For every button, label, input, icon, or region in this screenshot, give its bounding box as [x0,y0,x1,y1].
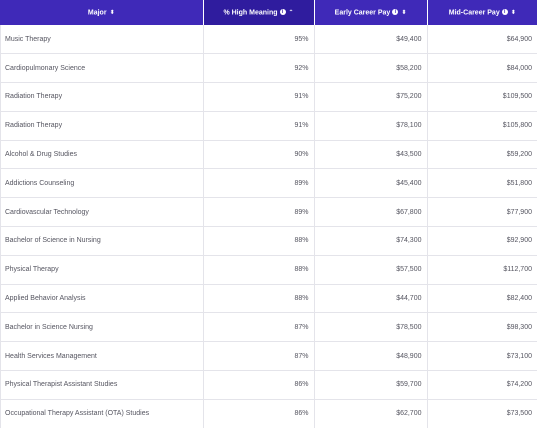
cell-mid-career-pay: $74,200 [427,370,537,400]
cell-mid-career-pay: $64,900 [427,25,537,55]
table-row: Cardiopulmonary Science 92% $58,200 $84,… [0,53,537,84]
cell-major: Music Therapy [0,25,204,55]
cell-high-meaning: 87% [203,312,315,343]
cell-major: Physical Therapist Assistant Studies [0,370,204,400]
column-header-early-career-pay[interactable]: Early Career Pay i ⬍ [314,0,428,25]
table-row: Physical Therapist Assistant Studies 86%… [0,370,537,400]
table-row: Bachelor of Science in Nursing 88% $74,3… [0,226,537,256]
cell-high-meaning: 86% [203,399,315,428]
cell-mid-career-pay: $98,300 [427,312,537,343]
sort-both-icon[interactable]: ⬍ [510,9,516,16]
table-row: Physical Therapy 88% $57,500 $112,700 [0,255,537,285]
cell-early-career-pay: $58,200 [314,53,428,84]
cell-mid-career-pay: $82,400 [427,284,537,314]
column-header-high-meaning-label: % High Meaning [223,9,278,17]
cell-major: Occupational Therapy Assistant (OTA) Stu… [0,399,204,428]
cell-high-meaning: 87% [203,341,315,372]
cell-major: Physical Therapy [0,255,204,285]
cell-early-career-pay: $49,400 [314,25,428,55]
cell-mid-career-pay: $73,100 [427,341,537,372]
table-row: Alcohol & Drug Studies 90% $43,500 $59,2… [0,140,537,170]
cell-early-career-pay: $43,500 [314,140,428,170]
column-header-major[interactable]: Major ⬍ [0,0,204,25]
cell-mid-career-pay: $112,700 [427,255,537,285]
cell-major: Addictions Counseling [0,168,204,199]
cell-major: Cardiovascular Technology [0,197,204,228]
cell-mid-career-pay: $84,000 [427,53,537,84]
cell-early-career-pay: $74,300 [314,226,428,256]
cell-early-career-pay: $59,700 [314,370,428,400]
sort-both-icon[interactable]: ⬍ [401,9,407,16]
sort-both-icon[interactable]: ⬍ [109,9,115,16]
info-icon[interactable]: i [392,9,399,16]
cell-early-career-pay: $45,400 [314,168,428,199]
column-header-high-meaning[interactable]: % High Meaning i ⌃ [203,0,315,25]
cell-high-meaning: 91% [203,82,315,112]
cell-high-meaning: 88% [203,226,315,256]
cell-high-meaning: 91% [203,111,315,141]
cell-high-meaning: 90% [203,140,315,170]
cell-major: Radiation Therapy [0,82,204,112]
cell-major: Bachelor in Science Nursing [0,312,204,343]
cell-mid-career-pay: $109,500 [427,82,537,112]
cell-high-meaning: 95% [203,25,315,55]
cell-high-meaning: 88% [203,284,315,314]
cell-mid-career-pay: $51,800 [427,168,537,199]
table-row: Bachelor in Science Nursing 87% $78,500 … [0,312,537,343]
table-row: Health Services Management 87% $48,900 $… [0,341,537,372]
cell-major: Radiation Therapy [0,111,204,141]
cell-major: Cardiopulmonary Science [0,53,204,84]
table-row: Radiation Therapy 91% $78,100 $105,800 [0,111,537,141]
info-icon[interactable]: i [279,9,286,16]
column-header-mid-career-pay-label: Mid-Career Pay [448,9,500,17]
cell-high-meaning: 86% [203,370,315,400]
cell-early-career-pay: $48,900 [314,341,428,372]
cell-early-career-pay: $44,700 [314,284,428,314]
column-header-mid-career-pay[interactable]: Mid-Career Pay i ⬍ [427,0,537,25]
cell-mid-career-pay: $105,800 [427,111,537,141]
table-row: Music Therapy 95% $49,400 $64,900 [0,25,537,55]
cell-major: Bachelor of Science in Nursing [0,226,204,256]
cell-early-career-pay: $75,200 [314,82,428,112]
cell-mid-career-pay: $59,200 [427,140,537,170]
table-row: Occupational Therapy Assistant (OTA) Stu… [0,399,537,428]
cell-early-career-pay: $62,700 [314,399,428,428]
table-row: Addictions Counseling 89% $45,400 $51,80… [0,168,537,199]
cell-early-career-pay: $78,500 [314,312,428,343]
table-left-border [0,25,1,428]
table-row: Radiation Therapy 91% $75,200 $109,500 [0,82,537,112]
cell-early-career-pay: $67,800 [314,197,428,228]
table-row: Cardiovascular Technology 89% $67,800 $7… [0,197,537,228]
table-row: Applied Behavior Analysis 88% $44,700 $8… [0,284,537,314]
cell-mid-career-pay: $92,900 [427,226,537,256]
cell-mid-career-pay: $73,500 [427,399,537,428]
cell-mid-career-pay: $77,900 [427,197,537,228]
cell-high-meaning: 92% [203,53,315,84]
cell-major: Applied Behavior Analysis [0,284,204,314]
column-header-early-career-pay-label: Early Career Pay [334,9,391,17]
cell-high-meaning: 88% [203,255,315,285]
info-icon[interactable]: i [501,9,508,16]
sort-ascending-icon[interactable]: ⌃ [288,9,294,16]
cell-major: Alcohol & Drug Studies [0,140,204,170]
cell-early-career-pay: $57,500 [314,255,428,285]
column-header-major-label: Major [87,9,107,17]
table-header-row: Major ⬍ % High Meaning i ⌃ Early Career Pay… [0,0,537,25]
cell-high-meaning: 89% [203,168,315,199]
cell-early-career-pay: $78,100 [314,111,428,141]
cell-major: Health Services Management [0,341,204,372]
cell-high-meaning: 89% [203,197,315,228]
